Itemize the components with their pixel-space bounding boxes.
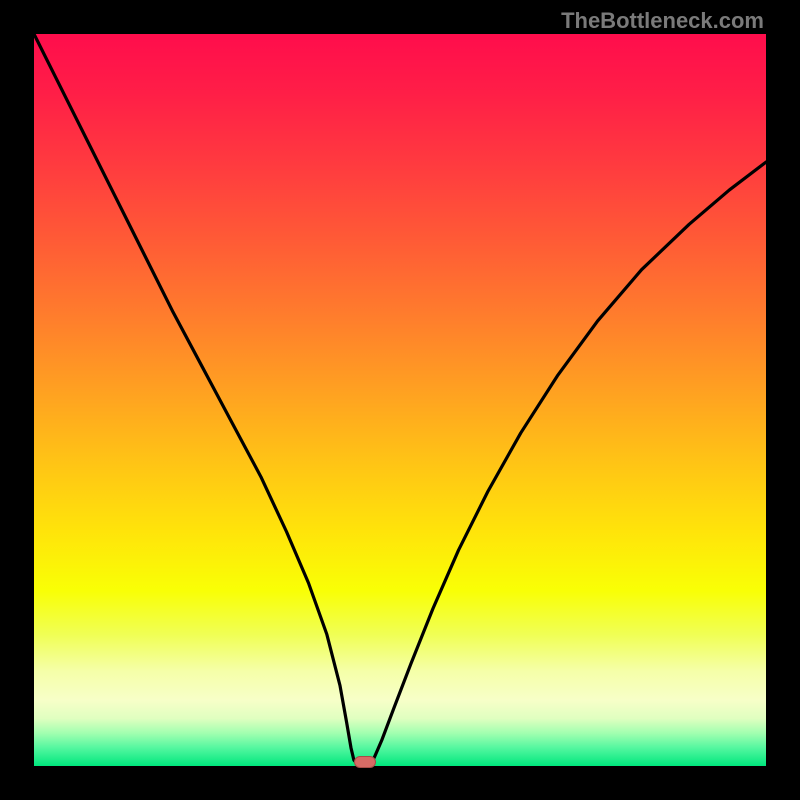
curve-svg — [34, 34, 766, 766]
minimum-marker — [354, 756, 376, 768]
chart-frame: TheBottleneck.com — [0, 0, 800, 800]
watermark-text: TheBottleneck.com — [561, 8, 764, 34]
bottleneck-curve — [34, 34, 766, 766]
plot-area — [34, 34, 766, 766]
